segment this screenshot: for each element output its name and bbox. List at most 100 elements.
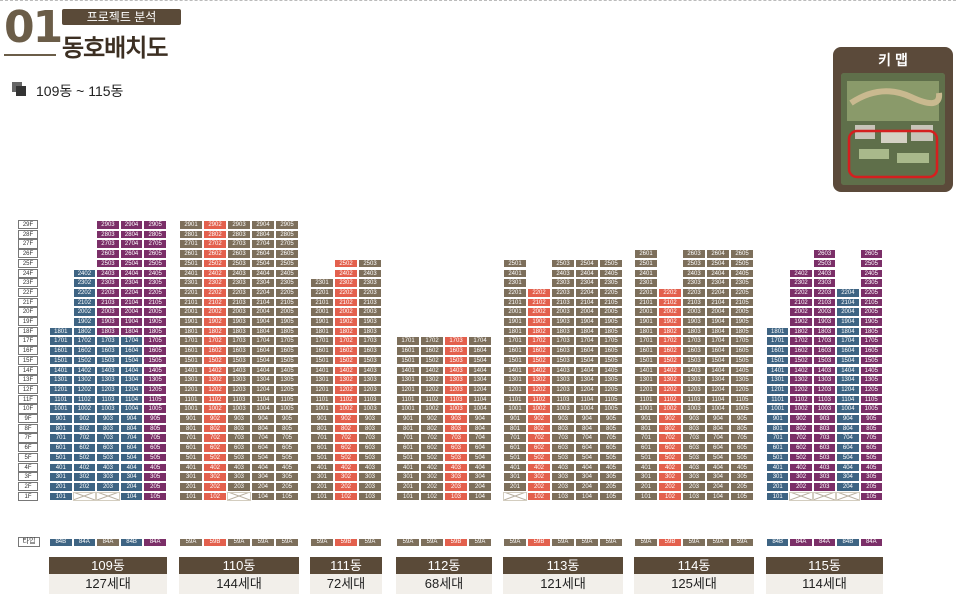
unit-cell[interactable]: 1402: [420, 365, 444, 376]
unit-cell[interactable]: 2104: [575, 297, 599, 308]
unit-cell[interactable]: 1404: [468, 365, 492, 376]
unit-cell[interactable]: 903: [812, 414, 837, 424]
unit-cell[interactable]: 1504: [251, 355, 275, 366]
unit-cell[interactable]: 1104: [251, 394, 275, 405]
unit-cell[interactable]: 203: [812, 481, 837, 492]
unit-cell[interactable]: 705: [730, 433, 754, 444]
unit-cell[interactable]: 604: [836, 443, 860, 453]
unit-cell[interactable]: 1602: [789, 346, 813, 356]
unit-cell[interactable]: 501: [310, 452, 334, 463]
unit-cell[interactable]: 2102: [789, 297, 813, 308]
unit-cell[interactable]: 605: [859, 443, 883, 453]
unit-cell[interactable]: 1204: [119, 384, 144, 395]
unit-cell[interactable]: 201: [503, 481, 527, 492]
unit-cell[interactable]: 1704: [575, 336, 599, 347]
unit-cell[interactable]: 701: [396, 433, 420, 444]
unit-cell[interactable]: 1402: [334, 365, 358, 376]
unit-cell[interactable]: 2003: [358, 307, 382, 317]
unit-cell[interactable]: 2603: [227, 249, 251, 259]
unit-cell[interactable]: 1503: [812, 355, 837, 366]
unit-cell[interactable]: 2001: [179, 307, 203, 317]
unit-cell[interactable]: 2701: [179, 239, 203, 250]
unit-cell[interactable]: 105: [143, 491, 167, 502]
unit-cell[interactable]: 404: [575, 462, 599, 473]
unit-cell[interactable]: 2802: [203, 229, 227, 240]
unit-cell[interactable]: 2504: [575, 258, 599, 269]
unit-cell[interactable]: 704: [468, 433, 492, 444]
unit-cell[interactable]: 1203: [444, 384, 468, 395]
unit-cell[interactable]: 1301: [396, 375, 420, 385]
unit-cell[interactable]: 902: [72, 414, 97, 424]
unit-cell[interactable]: 1003: [227, 404, 251, 414]
unit-cell[interactable]: 105: [599, 491, 623, 502]
unit-cell[interactable]: 1105: [859, 394, 883, 405]
unit-cell[interactable]: 1805: [859, 326, 883, 337]
unit-cell[interactable]: 2303: [227, 278, 251, 288]
unit-cell[interactable]: 201: [634, 481, 658, 492]
unit-cell[interactable]: 1705: [730, 336, 754, 347]
unit-cell[interactable]: 803: [444, 423, 468, 434]
unit-cell[interactable]: 1704: [468, 336, 492, 347]
unit-cell[interactable]: 1703: [358, 336, 382, 347]
unit-cell[interactable]: 205: [143, 481, 167, 492]
unit-cell[interactable]: 1702: [420, 336, 444, 347]
unit-cell[interactable]: 2003: [812, 307, 837, 317]
unit-cell[interactable]: 1504: [468, 355, 492, 366]
unit-cell[interactable]: 202: [527, 481, 551, 492]
unit-cell[interactable]: 1604: [119, 346, 144, 356]
unit-cell[interactable]: 402: [658, 462, 682, 473]
unit-cell[interactable]: 1604: [706, 346, 730, 356]
unit-cell[interactable]: 902: [420, 414, 444, 424]
unit-cell[interactable]: 2505: [859, 258, 883, 269]
unit-cell[interactable]: 802: [658, 423, 682, 434]
unit-cell[interactable]: 501: [49, 452, 73, 463]
unit-cell[interactable]: 1504: [575, 355, 599, 366]
unit-cell[interactable]: 1102: [658, 394, 682, 405]
unit-cell[interactable]: 2304: [706, 278, 730, 288]
unit-cell[interactable]: 2105: [143, 297, 167, 308]
unit-cell[interactable]: 1801: [179, 326, 203, 337]
unit-cell[interactable]: 2605: [730, 249, 754, 259]
unit-cell[interactable]: 704: [836, 433, 860, 444]
unit-cell[interactable]: 505: [730, 452, 754, 463]
unit-cell[interactable]: 1704: [836, 336, 860, 347]
unit-cell[interactable]: 1703: [551, 336, 575, 347]
unit-cell[interactable]: 2205: [730, 287, 754, 298]
unit-cell[interactable]: 403: [682, 462, 706, 473]
unit-cell[interactable]: 2304: [251, 278, 275, 288]
unit-cell[interactable]: 2004: [251, 307, 275, 317]
unit-cell[interactable]: 505: [599, 452, 623, 463]
unit-cell[interactable]: 702: [72, 433, 97, 444]
unit-cell[interactable]: 905: [730, 414, 754, 424]
unit-cell[interactable]: 401: [503, 462, 527, 473]
unit-cell[interactable]: 1501: [179, 355, 203, 366]
unit-cell[interactable]: 1505: [275, 355, 299, 366]
unit-cell[interactable]: 2803: [227, 229, 251, 240]
unit-cell[interactable]: 403: [551, 462, 575, 473]
unit-cell[interactable]: 303: [682, 472, 706, 482]
unit-cell[interactable]: 1201: [503, 384, 527, 395]
unit-cell[interactable]: 203: [227, 481, 251, 492]
unit-cell[interactable]: 801: [766, 423, 790, 434]
unit-cell[interactable]: 1703: [444, 336, 468, 347]
unit-cell[interactable]: 1802: [334, 326, 358, 337]
unit-cell[interactable]: 2101: [179, 297, 203, 308]
unit-cell[interactable]: 2505: [730, 258, 754, 269]
unit-cell[interactable]: 1203: [358, 384, 382, 395]
unit-cell[interactable]: 1902: [789, 317, 813, 327]
unit-cell[interactable]: 101: [634, 491, 658, 502]
unit-cell[interactable]: 705: [599, 433, 623, 444]
unit-cell[interactable]: 2805: [275, 229, 299, 240]
unit-cell[interactable]: 2002: [334, 307, 358, 317]
unit-cell[interactable]: 2405: [730, 268, 754, 279]
unit-cell[interactable]: 705: [859, 433, 883, 444]
unit-cell[interactable]: 402: [203, 462, 227, 473]
unit-cell[interactable]: 305: [599, 472, 623, 482]
unit-cell[interactable]: 605: [730, 443, 754, 453]
unit-cell[interactable]: 805: [275, 423, 299, 434]
unit-cell[interactable]: 1202: [789, 384, 813, 395]
unit-cell[interactable]: 2601: [179, 249, 203, 259]
unit-cell[interactable]: 601: [634, 443, 658, 453]
unit-cell[interactable]: 2303: [551, 278, 575, 288]
unit-cell[interactable]: 1601: [396, 346, 420, 356]
